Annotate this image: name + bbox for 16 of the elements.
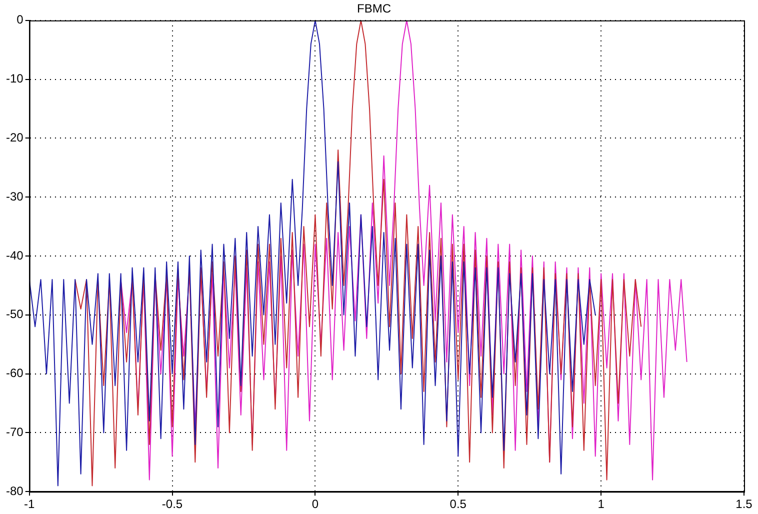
y-tick-label: -30 [6,189,24,204]
y-tick-label: 0 [16,12,24,27]
x-tick-label: 1 [598,497,605,512]
y-tick-label: -80 [6,484,24,498]
y-tick-label: -50 [6,307,24,322]
y-tick-label: -20 [6,130,24,145]
x-tick-label: 0.5 [450,497,467,512]
x-tick-label: 1.5 [736,497,753,512]
x-tick-label: 0 [312,497,319,512]
y-tick-label: -60 [6,366,24,380]
y-tick-label: -10 [6,72,24,86]
y-tick-label: -70 [6,425,24,440]
chart-title: FBMC [357,2,392,16]
x-tick-label: -0.5 [162,497,183,512]
x-tick-label: -1 [24,497,36,512]
y-tick-label: -40 [6,248,24,262]
